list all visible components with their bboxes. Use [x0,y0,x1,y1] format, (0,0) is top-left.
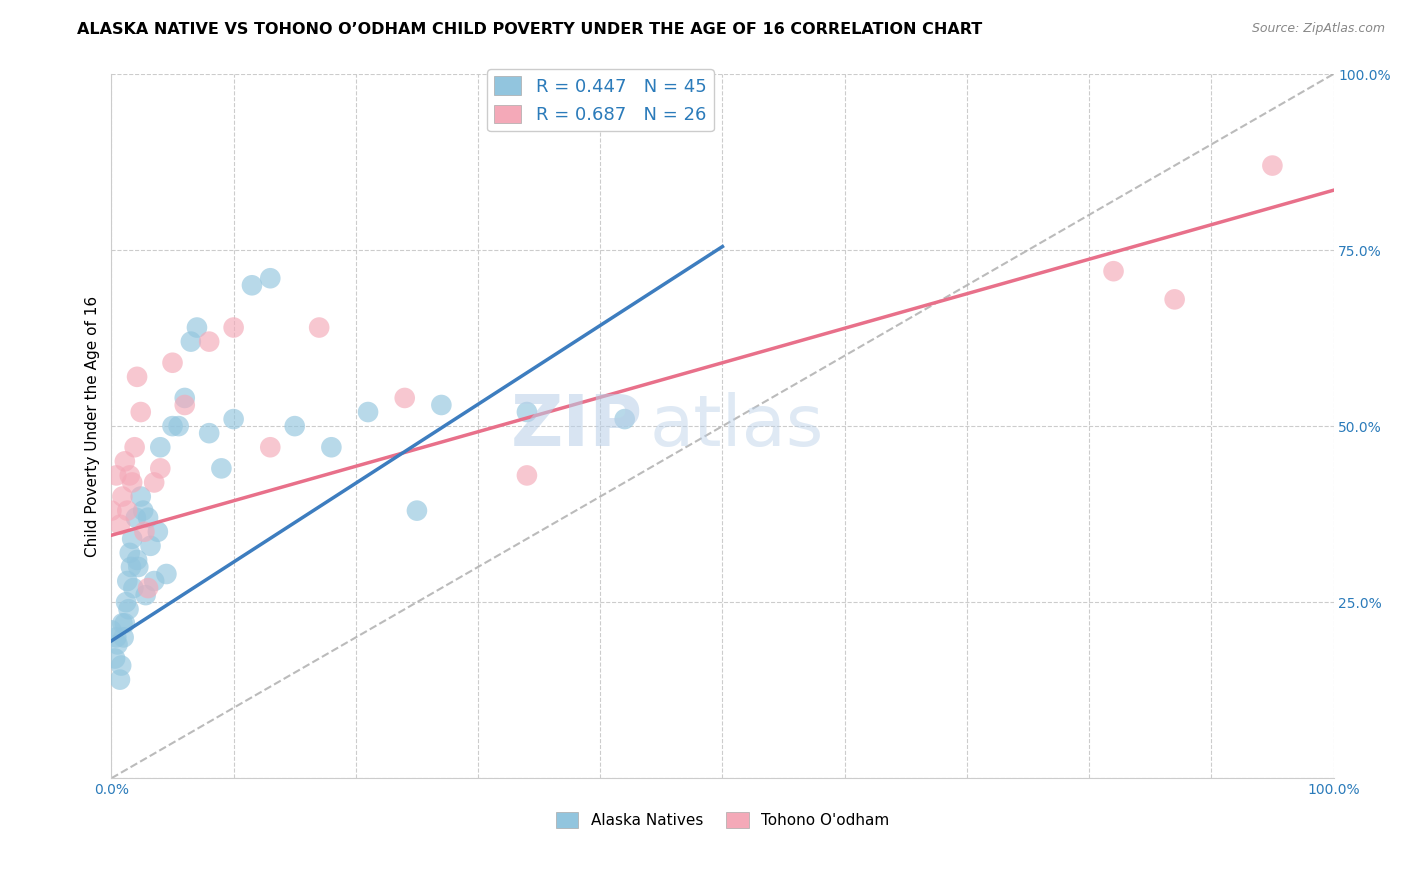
Point [240,278,263,293]
Point [308,320,330,334]
Point [122,581,145,595]
Y-axis label: Child Poverty Under the Age of 16: Child Poverty Under the Age of 16 [86,295,100,557]
Point [222,320,245,334]
Text: atlas: atlas [650,392,824,460]
Point [117,574,139,588]
Point [100,503,122,517]
Point [111,490,134,504]
Point [162,419,184,434]
Point [406,503,429,517]
Point [430,398,453,412]
Point [114,454,136,468]
Legend: Alaska Natives, Tohono O'odham: Alaska Natives, Tohono O'odham [550,805,896,834]
Text: Source: ZipAtlas.com: Source: ZipAtlas.com [1251,22,1385,36]
Point [121,532,143,546]
Point [149,461,172,475]
Point [107,637,129,651]
Point [129,490,152,504]
Point [259,440,281,454]
Point [135,588,157,602]
Point [118,546,141,560]
Point [108,517,131,532]
Text: ALASKA NATIVE VS TOHONO O’ODHAM CHILD POVERTY UNDER THE AGE OF 16 CORRELATION CH: ALASKA NATIVE VS TOHONO O’ODHAM CHILD PO… [77,22,983,37]
Point [198,426,221,441]
Point [209,461,232,475]
Point [167,419,190,434]
Point [173,398,195,412]
Point [134,524,156,539]
Point [118,468,141,483]
Point [1261,159,1284,173]
Point [139,539,162,553]
Point [105,631,128,645]
Point [117,602,139,616]
Point [173,391,195,405]
Point [259,271,281,285]
Point [357,405,380,419]
Point [1102,264,1125,278]
Point [111,616,134,631]
Point [114,616,136,631]
Point [613,412,636,426]
Point [516,468,538,483]
Point [143,574,166,588]
Point [120,560,142,574]
Point [394,391,416,405]
Point [1163,293,1185,307]
Point [125,553,148,567]
Point [104,651,127,665]
Point [100,624,122,638]
Point [124,440,146,454]
Point [284,419,307,434]
Point [143,475,166,490]
Text: ZIP: ZIP [510,392,643,460]
Point [110,658,132,673]
Point [115,595,138,609]
Point [146,524,169,539]
Point [108,673,131,687]
Point [222,412,245,426]
Point [125,369,148,384]
Point [136,510,159,524]
Point [180,334,202,349]
Point [136,581,159,595]
Point [121,475,143,490]
Point [162,356,184,370]
Point [198,334,221,349]
Point [105,468,128,483]
Point [112,631,135,645]
Point [132,503,155,517]
Point [129,405,152,419]
Point [149,440,172,454]
Point [321,440,343,454]
Point [117,503,139,517]
Point [186,320,208,334]
Point [125,510,148,524]
Point [127,560,149,574]
Point [155,567,177,582]
Point [516,405,538,419]
